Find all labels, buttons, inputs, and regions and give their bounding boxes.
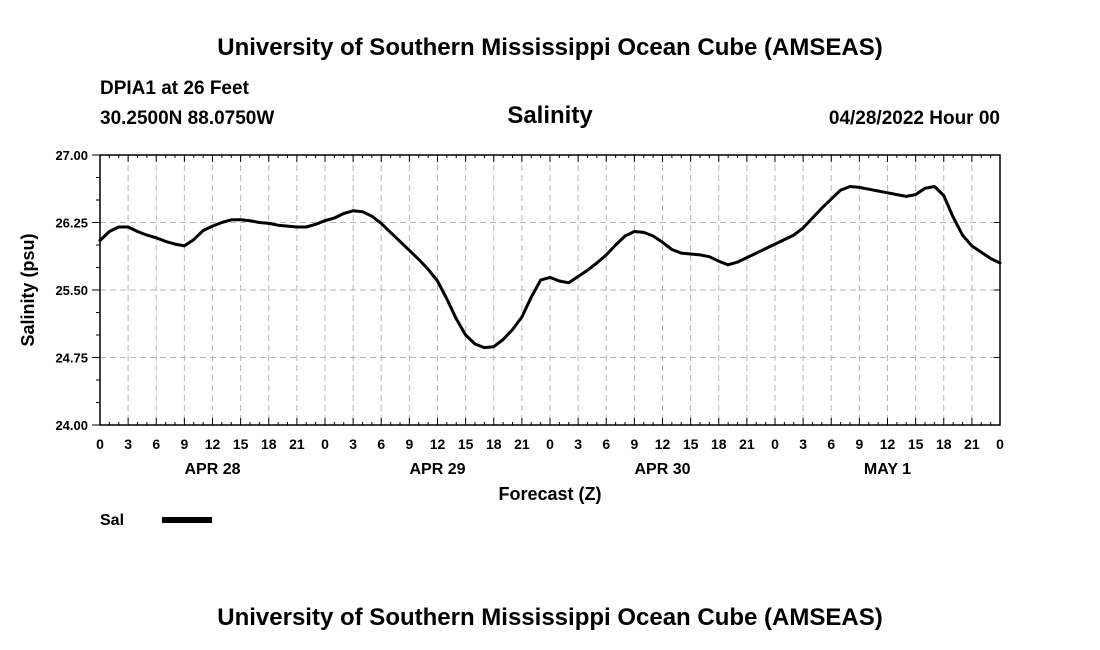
x-tick-labels: 0 3 6 9 12 15 18 21 0 3 6 9 12 15 18 21 0 3 6 9 12 15 18 21 0 3 6 9…	[96, 436, 1004, 452]
legend-label: Sal	[100, 512, 124, 529]
x-tick-label: 9	[630, 436, 638, 452]
x-tick-label: 9	[855, 436, 863, 452]
x-tick-label: 21	[514, 436, 530, 452]
x-tick-label: 15	[233, 436, 249, 452]
y-tick-label: 24.00	[55, 418, 88, 433]
station-label: DPIA1 at 26 Feet	[100, 78, 250, 99]
x-tick-label: 0	[96, 436, 104, 452]
y-tick-label: 25.50	[55, 283, 88, 298]
x-tick-label: 12	[205, 436, 221, 452]
x-tick-label: 0	[321, 436, 329, 452]
day-label: APR 28	[184, 461, 240, 478]
x-tick-label: 21	[739, 436, 755, 452]
day-label: MAY 1	[864, 461, 911, 478]
x-tick-label: 3	[799, 436, 807, 452]
x-tick-label: 0	[546, 436, 554, 452]
y-tick-labels: 24.00 24.75 25.50 26.25 27.00	[55, 148, 88, 433]
axis-ticks	[92, 154, 1001, 426]
x-tick-label: 18	[486, 436, 502, 452]
y-tick-label: 24.75	[55, 351, 88, 366]
x-tick-label: 9	[405, 436, 413, 452]
x-tick-label: 15	[683, 436, 699, 452]
x-tick-label: 18	[711, 436, 727, 452]
x-tick-label: 21	[289, 436, 305, 452]
x-tick-label: 6	[377, 436, 385, 452]
x-tick-label: 0	[996, 436, 1004, 452]
y-axis-title: Salinity (psu)	[18, 233, 38, 346]
x-axis-title: Forecast (Z)	[498, 484, 601, 504]
day-labels: APR 28 APR 29 APR 30 MAY 1	[184, 461, 911, 478]
x-tick-label: 3	[349, 436, 357, 452]
x-tick-label: 3	[574, 436, 582, 452]
y-tick-label: 26.25	[55, 216, 88, 231]
x-tick-label: 15	[458, 436, 474, 452]
x-tick-label: 3	[124, 436, 132, 452]
x-tick-label: 12	[880, 436, 896, 452]
x-tick-label: 6	[602, 436, 610, 452]
x-tick-label: 21	[964, 436, 980, 452]
run-time-label: 04/28/2022 Hour 00	[829, 108, 1000, 129]
footer-title: University of Southern Mississippi Ocean…	[217, 604, 882, 631]
day-label: APR 30	[634, 461, 690, 478]
salinity-series-line	[98, 185, 1002, 350]
x-tick-label: 6	[827, 436, 835, 452]
chart-main-title: University of Southern Mississippi Ocean…	[217, 34, 882, 61]
x-tick-label: 12	[655, 436, 671, 452]
y-tick-label: 27.00	[55, 148, 88, 163]
horizontal-gridlines	[100, 222, 1000, 358]
coordinates-label: 30.2500N 88.0750W	[100, 108, 274, 129]
x-tick-label: 0	[771, 436, 779, 452]
x-tick-label: 6	[152, 436, 160, 452]
day-label: APR 29	[409, 461, 465, 478]
x-tick-label: 12	[430, 436, 446, 452]
x-tick-label: 18	[936, 436, 952, 452]
x-tick-label: 15	[908, 436, 924, 452]
x-tick-label: 18	[261, 436, 277, 452]
variable-title: Salinity	[507, 102, 593, 129]
x-tick-label: 9	[180, 436, 188, 452]
